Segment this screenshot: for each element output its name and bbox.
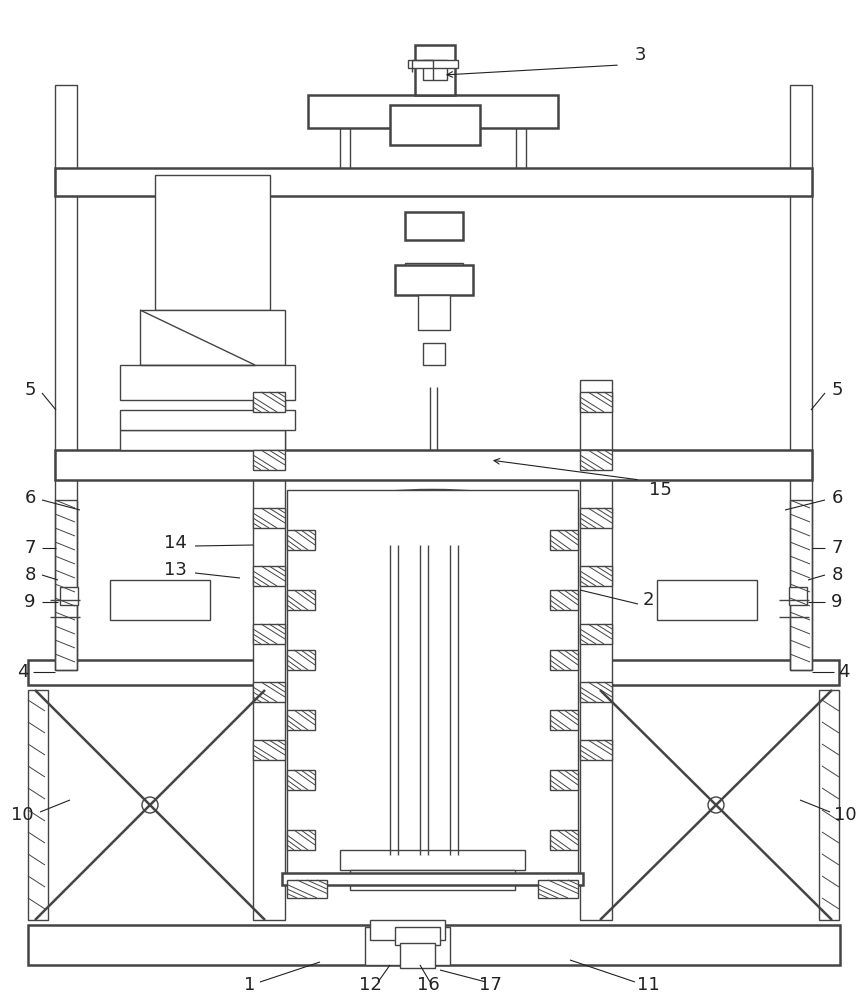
Text: 6: 6 <box>24 489 36 507</box>
Bar <box>253 624 285 644</box>
Bar <box>405 212 463 240</box>
Bar <box>253 566 285 586</box>
Bar <box>253 508 285 528</box>
Bar <box>405 263 463 275</box>
Bar <box>28 925 840 965</box>
Text: 16: 16 <box>417 976 440 994</box>
Bar <box>350 870 515 890</box>
Bar <box>550 770 578 790</box>
Bar <box>120 410 295 430</box>
Bar <box>253 392 285 412</box>
Text: 15: 15 <box>649 481 671 499</box>
Bar <box>580 566 612 586</box>
Text: 10: 10 <box>10 806 33 824</box>
Bar <box>287 590 315 610</box>
Bar <box>580 740 612 760</box>
Bar <box>155 175 270 310</box>
Bar <box>308 95 558 128</box>
Bar <box>550 590 578 610</box>
Text: 8: 8 <box>24 566 36 584</box>
Text: 7: 7 <box>24 539 36 557</box>
Bar <box>657 580 757 620</box>
Bar <box>580 450 612 470</box>
Bar <box>282 873 583 885</box>
Bar <box>287 880 327 898</box>
Bar <box>253 682 285 702</box>
Bar <box>253 380 285 920</box>
Bar <box>55 168 812 196</box>
Text: 7: 7 <box>831 539 843 557</box>
Bar <box>287 650 315 670</box>
Text: 14: 14 <box>164 534 186 552</box>
Bar <box>790 85 812 670</box>
Bar <box>395 927 440 945</box>
Bar <box>580 682 612 702</box>
Bar <box>789 587 807 605</box>
Text: 2: 2 <box>642 591 654 609</box>
Bar <box>60 587 78 605</box>
Text: 1: 1 <box>244 976 256 994</box>
Text: 17: 17 <box>479 976 501 994</box>
Bar <box>395 265 473 295</box>
Bar <box>587 660 839 685</box>
Bar <box>287 830 315 850</box>
Bar <box>140 310 285 365</box>
Text: 8: 8 <box>831 566 843 584</box>
Bar <box>580 508 612 528</box>
Bar <box>423 343 445 365</box>
Text: 11: 11 <box>636 976 660 994</box>
Bar <box>287 490 578 880</box>
Text: 5: 5 <box>24 381 36 399</box>
Bar <box>415 45 455 95</box>
Bar <box>819 690 839 920</box>
Bar <box>55 500 77 670</box>
Bar <box>287 770 315 790</box>
Text: 10: 10 <box>834 806 857 824</box>
Bar <box>365 927 450 965</box>
Bar <box>550 650 578 670</box>
Text: 12: 12 <box>359 976 381 994</box>
Text: 4: 4 <box>17 663 29 681</box>
Text: 5: 5 <box>831 381 843 399</box>
Text: 3: 3 <box>635 46 646 64</box>
Text: 6: 6 <box>831 489 843 507</box>
Bar <box>287 710 315 730</box>
Bar <box>253 450 285 470</box>
Bar <box>538 880 578 898</box>
Bar <box>550 710 578 730</box>
Text: 13: 13 <box>164 561 186 579</box>
Bar <box>55 450 812 480</box>
Text: 4: 4 <box>838 663 850 681</box>
Bar <box>400 943 435 968</box>
Bar <box>580 380 612 920</box>
Bar <box>423 60 447 80</box>
Text: 9: 9 <box>24 593 36 611</box>
Bar <box>28 690 48 920</box>
Bar <box>390 105 480 145</box>
Bar <box>110 580 210 620</box>
Text: 9: 9 <box>831 593 843 611</box>
Bar <box>120 430 285 450</box>
Bar <box>370 920 445 940</box>
Bar <box>253 740 285 760</box>
Bar <box>28 660 280 685</box>
Bar <box>418 295 450 330</box>
Bar <box>120 365 295 400</box>
Bar <box>287 530 315 550</box>
Bar <box>55 85 77 670</box>
Bar <box>340 850 525 870</box>
Bar <box>580 624 612 644</box>
Bar <box>580 392 612 412</box>
Bar <box>550 530 578 550</box>
Bar <box>550 830 578 850</box>
Bar <box>408 60 458 68</box>
Bar <box>790 500 812 670</box>
